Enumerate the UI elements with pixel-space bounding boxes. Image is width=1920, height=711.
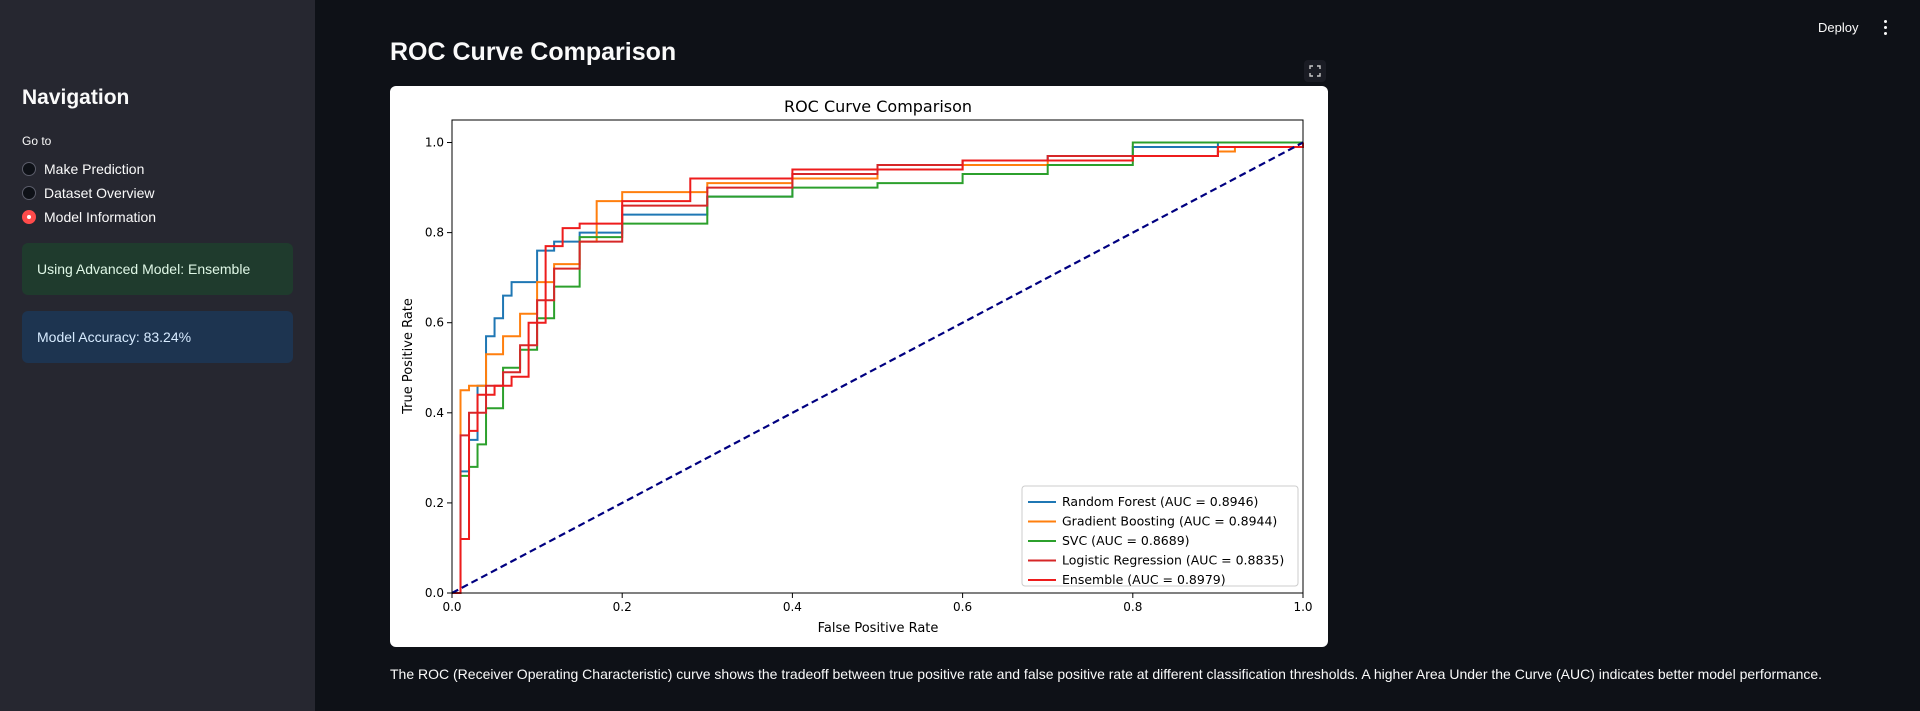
roc-chart-svg: ROC Curve Comparison 0.0 0.2 0.4 0.6 0.8 1.0 0… — [401, 97, 1313, 636]
x-tick-label: 0.2 — [613, 600, 632, 614]
chart-title: ROC Curve Comparison — [784, 97, 972, 116]
x-axis-label: False Positive Rate — [818, 621, 939, 636]
fullscreen-icon[interactable] — [1304, 60, 1326, 82]
reference-diagonal-line — [451, 141, 1304, 594]
chart-caption: The ROC (Receiver Operating Characterist… — [390, 666, 1823, 682]
y-tick-label: 0.8 — [425, 226, 444, 240]
legend-box — [1021, 485, 1299, 587]
legend-label: Gradient Boosting (AUC = 0.8944) — [1062, 514, 1277, 529]
radio-dataset-overview[interactable]: Dataset Overview — [22, 182, 154, 204]
radio-circle-icon[interactable] — [22, 186, 36, 200]
info-alert: Model Accuracy: 83.24% — [22, 311, 293, 363]
series-line-2 — [452, 141, 1303, 594]
radio-make-prediction[interactable]: Make Prediction — [22, 158, 144, 180]
plot-frame — [451, 119, 1304, 594]
success-alert: Using Advanced Model: Ensemble — [22, 243, 293, 295]
radio-model-information[interactable]: Model Information — [22, 206, 156, 228]
deploy-button[interactable]: Deploy — [1818, 20, 1859, 35]
radio-label: Make Prediction — [44, 161, 145, 177]
y-tick-label: 1.0 — [425, 136, 444, 150]
x-tick-label: 0.6 — [953, 600, 972, 614]
legend-label: Ensemble (AUC = 0.8979) — [1062, 572, 1226, 587]
legend-label: SVC (AUC = 0.8689) — [1062, 533, 1190, 548]
roc-chart: ROC Curve Comparison 0.0 0.2 0.4 0.6 0.8 1.0 0… — [390, 86, 1328, 647]
radio-selected-icon[interactable] — [22, 210, 36, 224]
radio-label: Model Information — [44, 209, 157, 225]
radio-circle-icon[interactable] — [22, 162, 36, 176]
x-tick-label: 0.8 — [1123, 600, 1142, 614]
radio-label: Dataset Overview — [44, 185, 155, 201]
x-tick-label: 0.0 — [442, 600, 461, 614]
x-tick-label: 1.0 — [1293, 600, 1312, 614]
y-tick-label: 0.2 — [425, 496, 444, 510]
x-tick-label: 0.4 — [783, 600, 802, 614]
sidebar: Navigation Go to Make Prediction Dataset… — [0, 0, 315, 711]
series-line-3 — [452, 142, 1304, 594]
page-title: ROC Curve Comparison — [390, 38, 677, 66]
y-tick-label: 0.0 — [425, 586, 444, 600]
legend-label: Random Forest (AUC = 0.8946) — [1062, 494, 1258, 509]
legend-label: Logistic Regression (AUC = 0.8835) — [1062, 553, 1284, 568]
y-tick-label: 0.6 — [425, 316, 444, 330]
y-axis-label: True Positive Rate — [401, 298, 416, 415]
series-line-4 — [452, 142, 1304, 594]
sidebar-title: Navigation — [22, 86, 130, 109]
y-tick-label: 0.4 — [425, 406, 444, 420]
radio-group-label: Go to — [22, 134, 52, 148]
more-vertical-icon[interactable] — [1878, 16, 1892, 38]
